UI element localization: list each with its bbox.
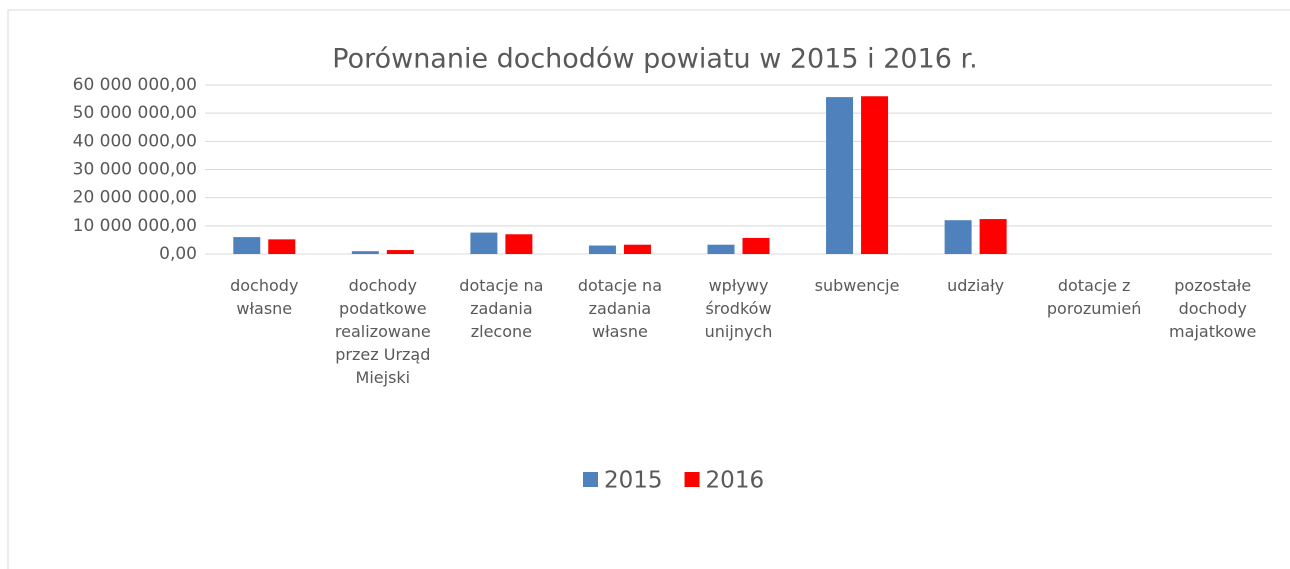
x-tick-label: dotacje z porozumień [1046, 276, 1142, 318]
y-tick-label: 30 000 000,00 [73, 160, 197, 180]
chart-title: Porównanie dochodów powiatu w 2015 i 201… [332, 44, 977, 75]
bar [623, 244, 651, 254]
y-tick-label: 0,00 [159, 244, 197, 264]
bar [470, 232, 498, 254]
bar [979, 219, 1007, 254]
y-tick-label: 40 000 000,00 [73, 131, 197, 151]
bar [944, 220, 972, 254]
legend-label: 2016 [706, 468, 765, 494]
bar [588, 245, 616, 254]
bar [233, 237, 261, 254]
x-tick-label: dotacje na zadania własne [577, 276, 662, 341]
chart-border [7, 9, 1290, 569]
x-tick-label: subwencje [814, 276, 900, 295]
x-tick-label: dochody własne [230, 276, 299, 318]
bar [707, 244, 735, 254]
y-tick-label: 10 000 000,00 [73, 216, 197, 236]
x-tick-label: wpływy środków unijnych [704, 276, 773, 341]
bar [268, 239, 296, 254]
legend-label: 2015 [604, 468, 663, 494]
bar [861, 96, 889, 255]
y-tick-label: 60 000 000,00 [73, 75, 197, 95]
bar [742, 237, 770, 254]
x-tick-label: pozostałe dochody majatkowe [1169, 276, 1257, 341]
x-tick-label: dotacje na zadania zlecone [459, 276, 544, 341]
y-tick-label: 50 000 000,00 [73, 103, 197, 123]
x-tick-label: udziały [947, 276, 1005, 295]
bar [351, 251, 379, 254]
bar [826, 97, 854, 254]
bar [386, 250, 414, 254]
x-tick-label: dochody podatkowe realizowane przez Urzą… [334, 276, 431, 387]
y-tick-label: 20 000 000,00 [73, 188, 197, 208]
legend-swatch [583, 472, 598, 487]
legend-swatch [684, 472, 700, 487]
bar [505, 234, 533, 254]
